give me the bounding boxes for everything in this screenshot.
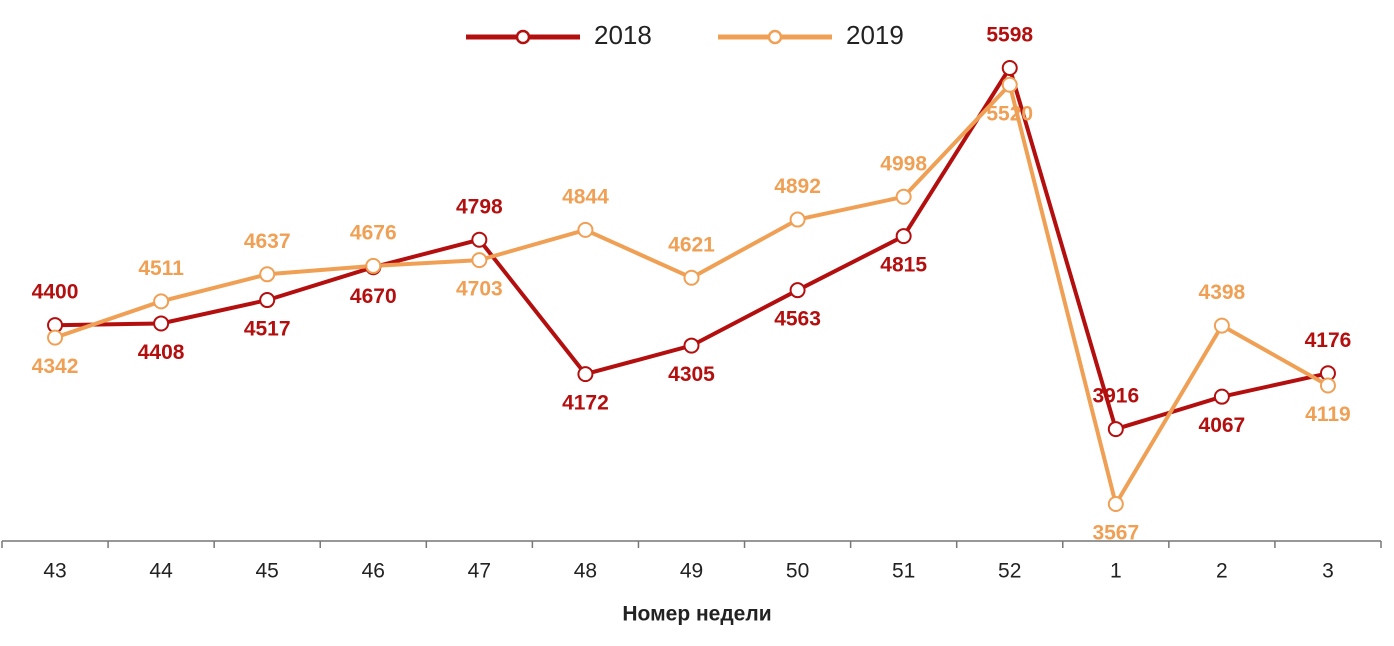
data-label: 4119: [1305, 403, 1351, 426]
point: [471, 252, 488, 269]
x-tick-label: 44: [149, 560, 173, 583]
x-tick-label: 47: [468, 560, 491, 583]
x-axis-title: Номер недели: [622, 603, 771, 626]
point: [365, 257, 382, 274]
x-tick-label: 50: [786, 560, 809, 583]
data-label: 4408: [138, 341, 185, 364]
data-label: 4342: [32, 355, 79, 378]
point: [1001, 76, 1018, 93]
data-label: 4172: [562, 392, 609, 415]
x-tick-label: 2: [1216, 560, 1228, 583]
point: [153, 293, 170, 310]
point: [789, 211, 806, 228]
data-label: 4305: [668, 363, 715, 386]
point: [1319, 377, 1336, 394]
data-label: 4563: [774, 308, 821, 331]
point: [895, 188, 912, 205]
x-tick-label: 48: [574, 560, 597, 583]
legend-marker: [515, 29, 531, 45]
x-tick-label: 52: [998, 560, 1021, 583]
data-label: 4511: [138, 257, 184, 280]
point: [1001, 60, 1018, 76]
x-tick-label: 45: [256, 560, 279, 583]
data-label: 5598: [986, 24, 1033, 47]
legend-label: 2019: [846, 20, 904, 50]
point: [1107, 421, 1124, 438]
x-tick-label: 51: [892, 560, 915, 583]
data-label: 4844: [562, 185, 609, 208]
x-tick-label: 3: [1322, 560, 1334, 583]
point: [683, 337, 700, 354]
data-label: 3567: [1092, 522, 1139, 545]
data-label: 4621: [668, 233, 715, 256]
point: [1213, 317, 1230, 334]
data-label: 4676: [350, 221, 397, 244]
data-label: 4398: [1199, 281, 1246, 304]
point: [895, 228, 912, 245]
data-label: 4637: [244, 230, 291, 253]
data-label: 5520: [986, 102, 1033, 125]
data-label: 4670: [350, 285, 397, 308]
point: [47, 329, 64, 346]
data-label: 4176: [1305, 329, 1352, 352]
x-tick-label: 46: [362, 560, 385, 583]
point: [789, 282, 806, 299]
point: [259, 292, 276, 309]
x-tick-label: 1: [1110, 560, 1122, 583]
data-label: 4998: [880, 152, 927, 175]
data-label: 4798: [456, 195, 503, 218]
x-tick-label: 43: [43, 560, 66, 583]
series-line: [54, 82, 1329, 506]
point: [259, 266, 276, 283]
data-label: 4892: [774, 175, 821, 198]
legend-label: 2018: [594, 20, 652, 50]
point: [1213, 388, 1230, 405]
data-label: 4067: [1199, 414, 1246, 437]
data-label: 4815: [880, 254, 927, 277]
data-label: 4703: [456, 278, 503, 301]
data-label: 4517: [244, 318, 291, 341]
point: [577, 366, 594, 383]
legend-marker: [767, 29, 783, 45]
point: [683, 269, 700, 286]
point: [577, 221, 594, 238]
data-label: 3916: [1092, 385, 1139, 408]
x-tick-label: 49: [680, 560, 703, 583]
point: [471, 231, 488, 248]
data-label: 4400: [32, 281, 79, 304]
point: [1107, 496, 1124, 512]
point: [153, 315, 170, 332]
